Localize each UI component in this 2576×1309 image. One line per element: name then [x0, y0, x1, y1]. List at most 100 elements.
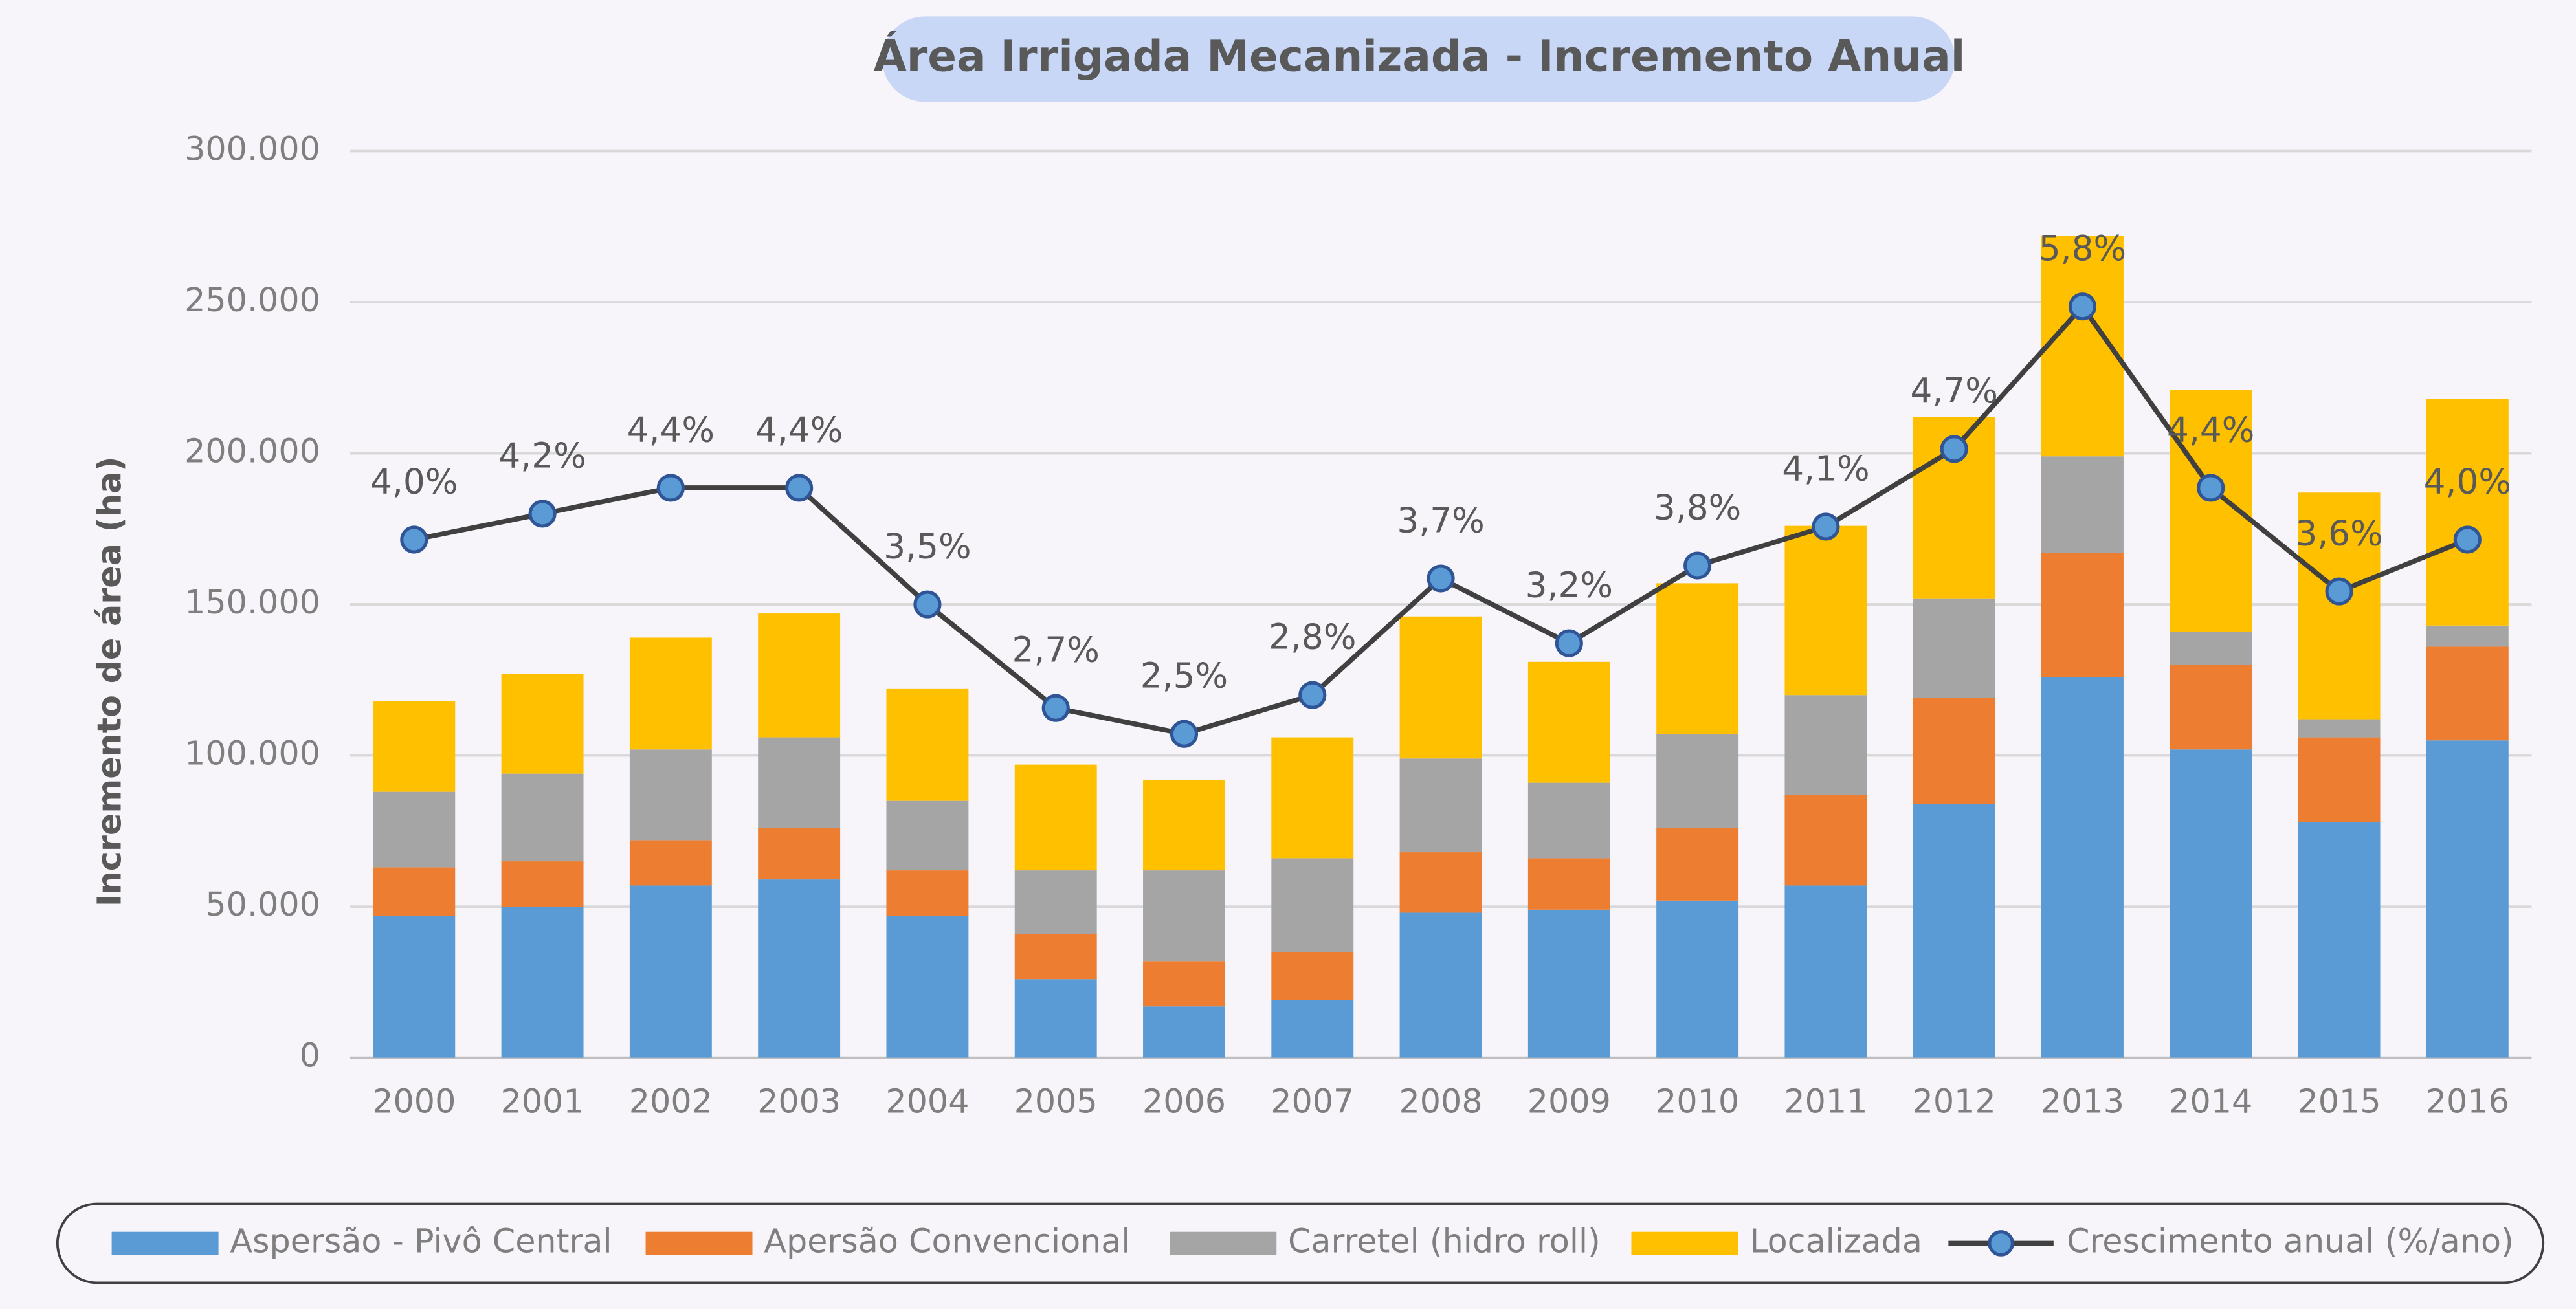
bar-segment	[1527, 858, 1610, 910]
x-tick-label: 2001	[500, 1083, 584, 1121]
data-label: 3,7%	[1397, 500, 1484, 540]
legend-label: Localizada	[1749, 1222, 1922, 1260]
bar-segment	[1014, 934, 1097, 980]
bar-segment	[1399, 912, 1482, 1058]
y-tick-label: 100.000	[184, 734, 320, 773]
growth-marker	[913, 590, 942, 619]
growth-marker	[1170, 720, 1199, 748]
bar-segment	[501, 907, 584, 1058]
data-label: 4,4%	[2167, 410, 2254, 450]
x-tick-label: 2011	[1784, 1083, 1867, 1121]
growth-marker	[400, 525, 428, 554]
x-tick-label: 2007	[1271, 1083, 1354, 1121]
bar-segment	[1656, 734, 1739, 828]
y-axis-label: Incremento de área (ha)	[91, 457, 129, 907]
bar-segment	[1014, 979, 1097, 1058]
bar-segment	[501, 674, 584, 774]
bar-segment	[1913, 598, 1995, 698]
x-tick-label: 2014	[2169, 1083, 2252, 1121]
bar-segment	[1399, 852, 1482, 913]
growth-marker	[1940, 435, 1968, 463]
bar-segment	[1143, 870, 1225, 962]
bar-segment	[1784, 525, 1867, 696]
bar-segment	[758, 879, 841, 1058]
bar-segment	[886, 870, 969, 916]
data-label: 4,4%	[627, 410, 715, 450]
x-tick-label: 2012	[1913, 1083, 1996, 1121]
data-label: 3,8%	[1654, 487, 1741, 527]
bar-segment	[373, 701, 456, 792]
bar-segment	[1271, 737, 1354, 859]
bar-segment	[1913, 698, 1995, 804]
bar-segment	[629, 637, 712, 750]
x-tick-label: 2002	[629, 1083, 713, 1121]
bar-segment	[1913, 804, 1995, 1058]
growth-marker	[2325, 577, 2353, 606]
legend-marker	[1988, 1230, 2014, 1257]
bar-segment	[629, 840, 712, 886]
data-label: 2,8%	[1269, 617, 1356, 657]
growth-marker	[2453, 525, 2482, 554]
bar-segment	[1527, 661, 1610, 783]
x-tick-label: 2003	[757, 1083, 841, 1121]
bar-segment	[2041, 553, 2124, 677]
legend-label: Carretel (hidro roll)	[1288, 1222, 1601, 1260]
growth-marker	[1041, 694, 1070, 722]
bar-segment	[373, 791, 456, 868]
bar-segment	[1656, 900, 1739, 1058]
data-label: 4,2%	[498, 435, 586, 476]
growth-marker	[785, 474, 814, 502]
bar-segment	[2298, 737, 2381, 822]
bar-segment	[1143, 961, 1225, 1007]
legend-swatch	[111, 1231, 219, 1255]
y-tick-label: 50.000	[205, 885, 320, 923]
x-tick-label: 2000	[372, 1083, 456, 1121]
growth-marker	[1427, 564, 1455, 593]
y-tick-label: 250.000	[184, 281, 320, 319]
bar-segment	[1271, 952, 1354, 1000]
legend-label: Apersão Convencional	[764, 1222, 1130, 1260]
data-label: 4,7%	[1910, 371, 1997, 411]
bar-segment	[2041, 456, 2124, 553]
legend-swatch	[645, 1231, 753, 1255]
growth-marker	[1683, 551, 1712, 580]
data-label: 4,0%	[370, 461, 458, 501]
y-tick-label: 150.000	[184, 583, 320, 621]
legend-label: Aspersão - Pivô Central	[230, 1222, 612, 1260]
growth-marker	[2068, 292, 2097, 321]
data-label: 2,5%	[1140, 656, 1228, 696]
data-label: 5,8%	[2039, 228, 2126, 269]
growth-marker	[1298, 681, 1327, 709]
data-label: 3,6%	[2295, 513, 2382, 553]
bar-segment	[1784, 795, 1867, 886]
growth-marker	[528, 500, 557, 528]
bar-segment	[1527, 782, 1610, 859]
growth-marker	[2197, 474, 2225, 502]
bar-segment	[373, 916, 456, 1058]
bar-segment	[1014, 764, 1097, 871]
x-tick-label: 2013	[2041, 1083, 2124, 1121]
data-label: 3,5%	[883, 526, 971, 566]
legend-swatch	[1631, 1231, 1738, 1255]
bar-segment	[1656, 583, 1739, 734]
data-label: 4,0%	[2424, 461, 2511, 501]
bar-segment	[1271, 1000, 1354, 1058]
x-tick-label: 2015	[2297, 1083, 2381, 1121]
bar-segment	[629, 885, 712, 1058]
bar-segment	[886, 916, 969, 1058]
bar-segment	[1143, 1006, 1225, 1058]
x-tick-label: 2010	[1656, 1083, 1739, 1121]
title-pill	[882, 16, 1955, 102]
growth-marker	[656, 474, 685, 502]
bar-segment	[758, 828, 841, 880]
chart-title: Área Irrigada Mecanizada - Incremento An…	[874, 30, 1966, 81]
y-tick-label: 200.000	[184, 432, 320, 470]
x-tick-label: 2004	[885, 1083, 969, 1121]
bar-segment	[758, 613, 841, 738]
x-tick-label: 2008	[1399, 1083, 1482, 1121]
data-label: 3,2%	[1526, 565, 1613, 605]
bar-segment	[1399, 616, 1482, 759]
